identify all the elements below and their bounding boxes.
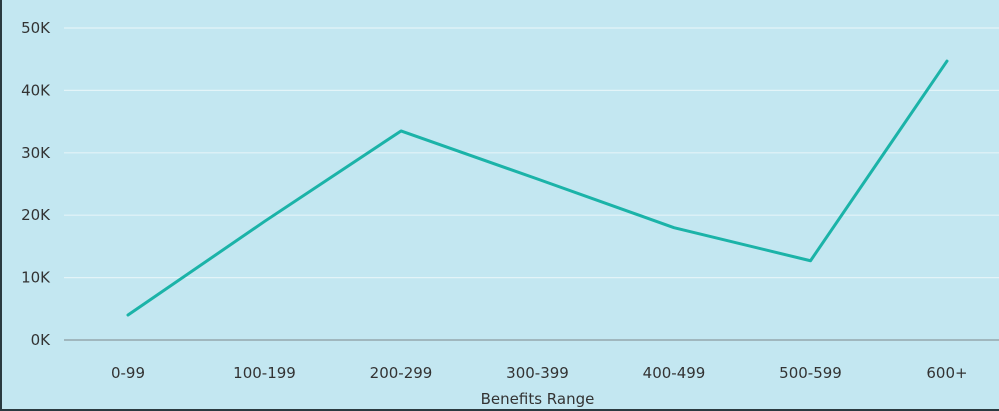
x-tick-label: 400-499	[643, 364, 706, 382]
series-group	[126, 59, 949, 317]
x-tick-label: 300-399	[506, 364, 569, 382]
x-tick-label: 0-99	[111, 364, 145, 382]
x-axis-ticks: 0-99 100-199 200-299 300-399 400-499 500-599 6…	[111, 364, 968, 382]
x-tick-label: 100-199	[233, 364, 296, 382]
x-tick-label: 200-299	[370, 364, 433, 382]
y-tick-label: 40K	[21, 81, 51, 99]
x-axis-title: Benefits Range	[481, 390, 595, 408]
y-axis-ticks: 0K 10K 20K 30K 40K 50K	[21, 19, 51, 349]
y-tick-label: 10K	[21, 269, 51, 287]
gridlines	[64, 27, 999, 279]
x-tick-label: 600+	[926, 364, 967, 382]
y-tick-label: 20K	[21, 206, 51, 224]
y-tick-label: 50K	[21, 19, 51, 37]
y-tick-label: 30K	[21, 144, 51, 162]
x-tick-label: 500-599	[779, 364, 842, 382]
series-line	[126, 59, 949, 317]
y-tick-label: 0K	[31, 331, 52, 349]
